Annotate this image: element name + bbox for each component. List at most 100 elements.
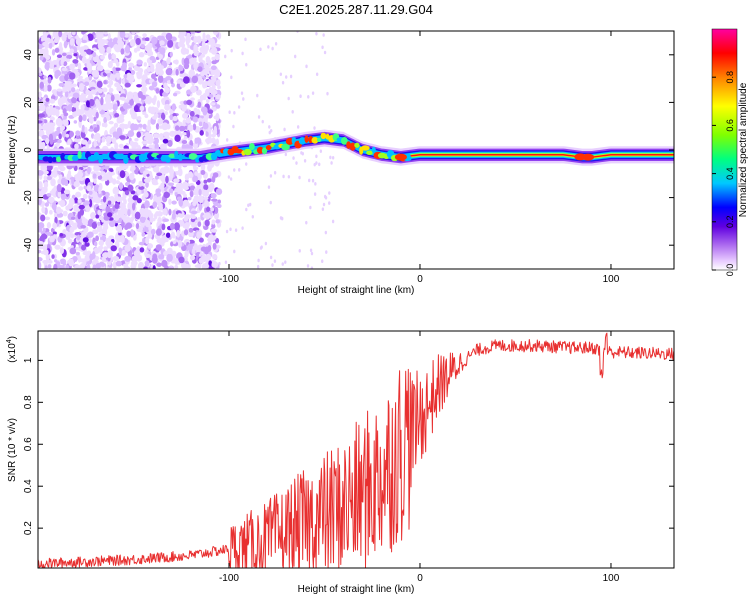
noise-speckle — [160, 174, 166, 182]
noise-speckle — [298, 249, 301, 253]
noise-speckle — [128, 92, 134, 97]
noise-speckle — [38, 227, 43, 233]
noise-speckle — [106, 46, 112, 54]
noise-speckle — [186, 243, 193, 251]
noise-speckle — [184, 250, 189, 258]
noise-speckle — [114, 203, 120, 210]
ridge-blob — [214, 149, 222, 156]
noise-speckle — [77, 211, 82, 220]
noise-speckle — [157, 69, 164, 76]
noise-speckle — [310, 266, 314, 269]
colorbar-tick-label: 0.4 — [725, 167, 735, 180]
noise-speckle — [44, 202, 50, 207]
noise-speckle — [41, 36, 46, 40]
noise-speckle — [187, 171, 194, 179]
noise-speckle — [210, 65, 217, 71]
noise-speckle — [101, 137, 106, 143]
noise-speckle — [167, 139, 173, 147]
noise-speckle — [162, 218, 170, 222]
noise-speckle — [63, 87, 69, 92]
noise-speckle — [137, 261, 144, 269]
noise-speckle — [55, 109, 60, 117]
noise-speckle — [141, 213, 148, 218]
noise-speckle — [160, 65, 164, 70]
noise-speckle — [158, 253, 165, 260]
noise-speckle — [69, 48, 75, 54]
noise-speckle — [103, 246, 108, 251]
noise-speckle — [153, 133, 160, 139]
noise-speckle — [241, 51, 244, 56]
noise-speckle — [211, 175, 216, 183]
noise-speckle — [203, 179, 208, 184]
noise-speckle — [182, 199, 190, 207]
scale-suffix: ) — [7, 336, 18, 339]
noise-speckle — [158, 238, 162, 244]
ridge-blob — [195, 157, 200, 163]
noise-speckle — [38, 132, 41, 137]
noise-speckle — [93, 134, 100, 141]
noise-speckle — [210, 193, 217, 199]
noise-speckle — [82, 193, 88, 200]
noise-speckle — [92, 264, 97, 269]
noise-speckle — [173, 178, 180, 184]
noise-speckle — [68, 258, 74, 267]
noise-speckle — [315, 154, 318, 159]
noise-speckle — [120, 65, 127, 72]
noise-speckle — [98, 240, 104, 246]
noise-speckle — [153, 137, 159, 145]
noise-speckle — [171, 250, 177, 258]
noise-speckle — [177, 168, 183, 177]
noise-speckle — [171, 103, 176, 112]
noise-speckle — [224, 54, 227, 59]
noise-speckle — [323, 194, 327, 199]
noise-speckle — [142, 170, 147, 179]
noise-speckle — [39, 55, 44, 61]
noise-speckle — [82, 258, 87, 266]
noise-speckle — [185, 38, 191, 43]
noise-speckle — [107, 33, 111, 40]
noise-speckle — [179, 81, 186, 88]
noise-speckle — [58, 133, 62, 140]
noise-speckle — [281, 262, 284, 266]
noise-speckle — [163, 96, 170, 101]
noise-speckle — [192, 123, 197, 131]
noise-speckle — [75, 134, 80, 140]
noise-speckle — [169, 168, 175, 176]
ridge-blob — [93, 152, 100, 161]
noise-speckle — [88, 128, 94, 132]
noise-speckle — [74, 143, 79, 150]
noise-speckle — [114, 214, 120, 222]
ridge-blob — [174, 150, 179, 159]
ridge-blob — [56, 156, 62, 163]
noise-speckle — [43, 84, 48, 93]
noise-speckle — [52, 231, 57, 235]
noise-speckle — [130, 112, 137, 120]
noise-speckle — [77, 171, 84, 178]
noise-speckle — [160, 112, 166, 121]
noise-speckle — [192, 175, 199, 183]
noise-speckle — [86, 250, 92, 256]
noise-speckle — [77, 62, 82, 71]
figure-title: C2E1.2025.287.11.29.G04 — [279, 2, 433, 17]
noise-speckle — [59, 233, 64, 237]
noise-speckle — [56, 54, 63, 59]
noise-speckle — [56, 183, 62, 193]
noise-speckle — [108, 79, 114, 86]
ridge-blob — [164, 157, 171, 163]
noise-speckle — [136, 131, 142, 138]
noise-speckle — [144, 178, 151, 183]
noise-speckle — [63, 40, 68, 49]
noise-speckle — [138, 225, 143, 232]
spectrogram-panel: -100 0 100 -40 -20 0 20 40 Height of straight … — [7, 30, 675, 296]
noise-speckle — [62, 108, 67, 115]
noise-speckle — [168, 188, 174, 194]
noise-speckle — [119, 135, 126, 140]
frequency-ridge-layer — [38, 129, 674, 166]
noise-speckle — [75, 191, 82, 198]
noise-speckle — [230, 75, 233, 80]
noise-speckle — [96, 80, 103, 89]
noise-speckle — [81, 56, 87, 64]
svg-text:(x104): (x104) — [6, 336, 18, 363]
noise-speckle — [178, 256, 185, 264]
noise-speckle — [51, 49, 56, 56]
